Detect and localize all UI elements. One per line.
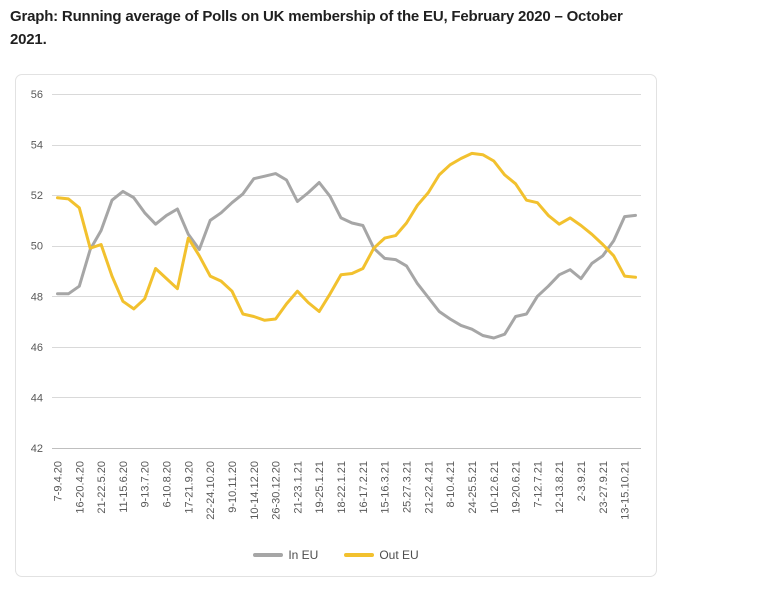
y-tick-label-52: 52 [31, 190, 43, 202]
y-tick-label-56: 56 [31, 89, 43, 101]
x-tick-label-4: 9-13.7.20 [140, 461, 152, 507]
x-tick-label-12: 19-25.1.21 [314, 461, 326, 514]
chart-frame: 56 54 52 50 48 46 44 42 7-9.4.20 16-20.4.20 21-22.… [15, 74, 657, 577]
y-tick-label-42: 42 [31, 443, 43, 455]
x-tick-label-8: 9-10.11.20 [227, 461, 239, 513]
line-chart: 56 54 52 50 48 46 44 42 7-9.4.20 16-20.4.20 21-22.… [31, 89, 641, 520]
x-tick-label-0: 7-9.4.20 [52, 461, 64, 501]
legend-item-out-eu: Out EU [344, 548, 419, 562]
x-tick-label-14: 16-17.2.21 [358, 461, 370, 514]
x-tick-label-15: 15-16.3.21 [380, 461, 392, 514]
x-tick-label-13: 18-22.1.21 [336, 461, 348, 514]
x-tick-label-1: 16-20.4.20 [74, 461, 86, 514]
x-tick-label-5: 6-10.8.20 [162, 461, 174, 507]
x-tick-label-20: 10-12.6.21 [489, 461, 501, 514]
x-tick-label-10: 26-30.12.20 [271, 461, 283, 520]
y-tick-label-48: 48 [31, 291, 43, 303]
x-tick-label-26: 13-15.10.21 [620, 461, 632, 520]
chart-title-line2: 2021. [10, 30, 47, 48]
x-tick-label-11: 21-23.1.21 [292, 461, 304, 514]
x-tick-label-3: 11-15.6.20 [118, 461, 130, 513]
y-tick-label-54: 54 [31, 140, 43, 152]
x-tick-label-22: 7-12.7.21 [532, 461, 544, 507]
x-tick-label-2: 21-22.5.20 [96, 461, 108, 514]
legend-item-in-eu: In EU [253, 548, 318, 562]
x-tick-label-25: 23-27.9.21 [598, 461, 610, 514]
x-tick-label-21: 19-20.6.21 [511, 461, 523, 514]
series-line-out-eu [56, 151, 637, 322]
series-line-in-eu [56, 172, 637, 340]
x-tick-label-18: 8-10.4.21 [445, 461, 457, 507]
x-tick-label-6: 17-21.9.20 [183, 461, 195, 514]
legend-line-swatch-in-eu [253, 553, 284, 557]
x-tick-label-17: 21-22.4.21 [423, 461, 435, 514]
legend-label-out-eu: Out EU [379, 548, 419, 562]
x-tick-label-23: 12-13.8.21 [554, 461, 566, 514]
x-tick-label-16: 25.27.3.21 [401, 461, 413, 513]
x-tick-label-19: 24-25.5.21 [467, 461, 479, 514]
y-tick-label-46: 46 [31, 342, 43, 354]
legend-line-swatch-out-eu [344, 553, 375, 557]
chart-legend: In EU Out EU [16, 548, 656, 562]
legend-label-in-eu: In EU [288, 548, 319, 562]
x-tick-label-7: 22-24.10.20 [205, 461, 217, 520]
y-tick-label-44: 44 [31, 392, 43, 404]
x-tick-label-9: 10-14.12.20 [249, 461, 261, 520]
chart-title: Graph: Running average of Polls on UK me… [10, 6, 758, 51]
chart-title-line1: Graph: Running average of Polls on UK me… [10, 8, 623, 25]
x-tick-label-24: 2-3.9.21 [576, 461, 588, 501]
y-tick-label-50: 50 [31, 241, 43, 253]
